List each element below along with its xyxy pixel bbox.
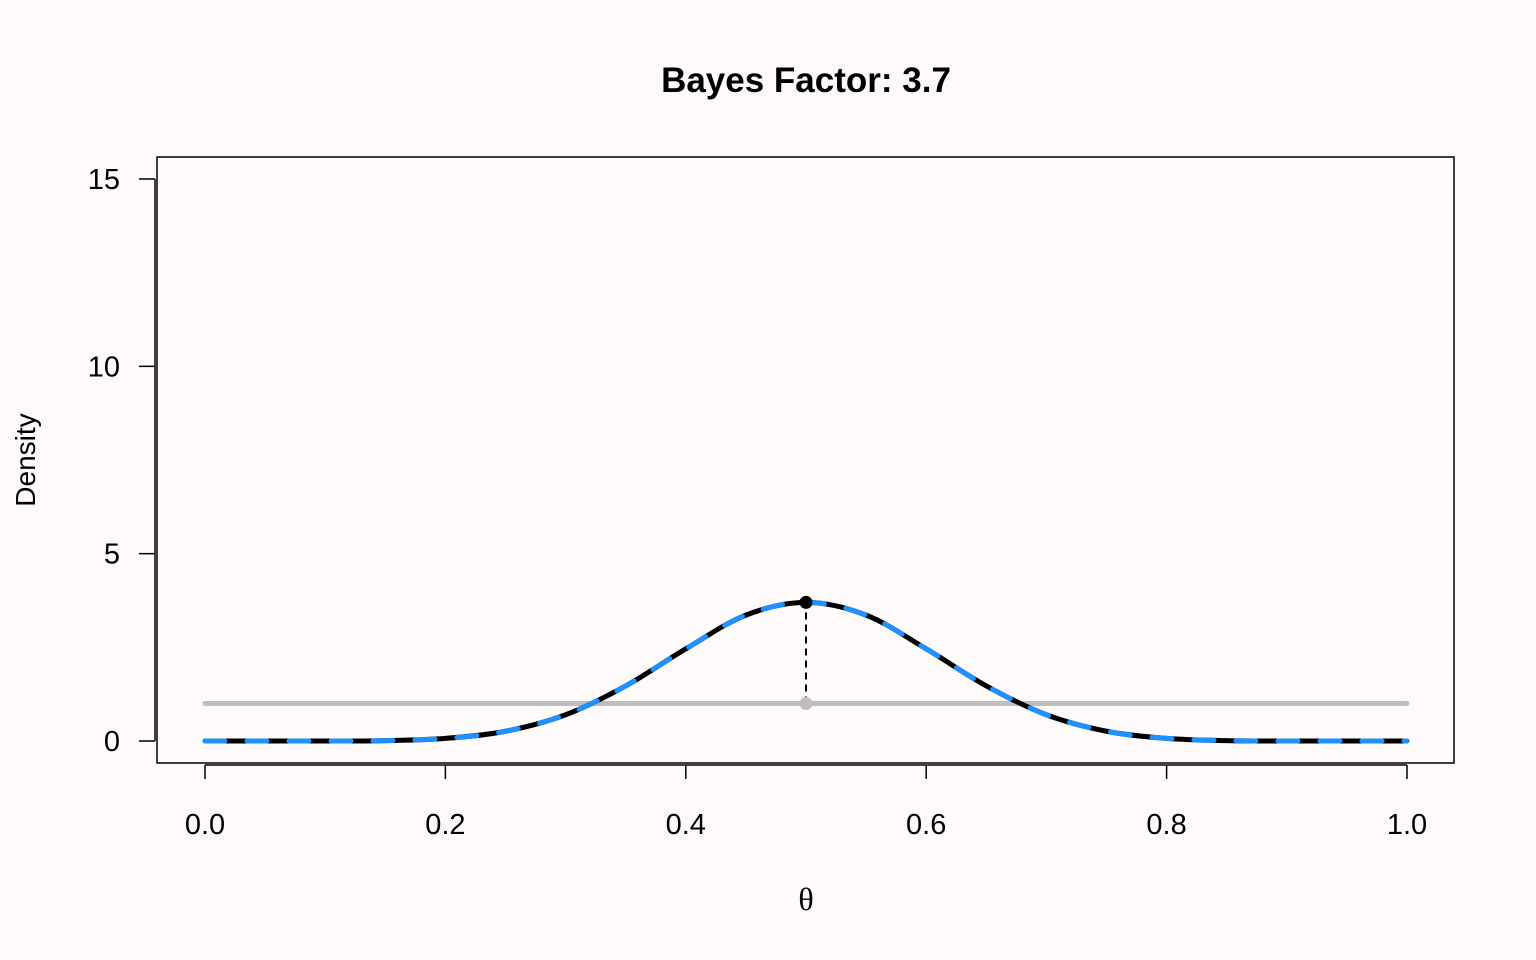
prior-point — [799, 697, 813, 711]
plot-frame — [156, 156, 1455, 764]
x-tick-label: 0.4 — [666, 809, 706, 841]
posterior-point — [799, 595, 813, 609]
x-axis-label: θ — [798, 881, 813, 917]
x-tick-label: 1.0 — [1387, 809, 1427, 841]
chart-title: Bayes Factor: 3.7 — [661, 61, 951, 100]
y-tick-label: 15 — [88, 164, 120, 196]
y-tick-label: 10 — [88, 351, 120, 383]
y-axis: 0 5 10 15 — [88, 164, 156, 758]
x-tick-label: 0.6 — [906, 809, 946, 841]
y-tick-label: 0 — [104, 726, 120, 758]
annotation-layer — [799, 595, 813, 711]
y-axis-label: Density — [10, 413, 41, 506]
x-tick-label: 0.0 — [185, 809, 225, 841]
x-tick-label: 0.2 — [425, 809, 465, 841]
x-axis: 0.0 0.2 0.4 0.6 0.8 1.0 — [185, 764, 1427, 841]
y-tick-label: 5 — [104, 539, 120, 571]
x-tick-label: 0.8 — [1146, 809, 1186, 841]
